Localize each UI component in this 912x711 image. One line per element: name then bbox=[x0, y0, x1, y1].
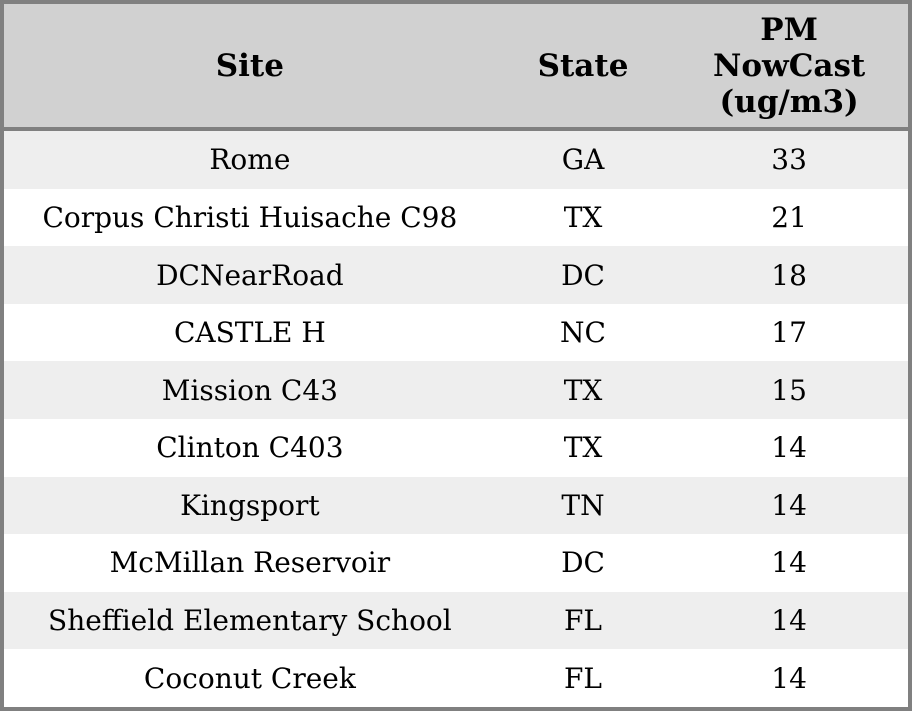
state-cell: TX bbox=[563, 431, 603, 465]
site-cell: Corpus Christi Huisache C98 bbox=[42, 200, 458, 234]
pm-cell: 15 bbox=[771, 373, 807, 407]
site-cell: CASTLE H bbox=[173, 316, 326, 350]
table-row: CASTLE H NC 17 bbox=[4, 303, 908, 362]
header-row: Site State PM NowCast (ug/m3) bbox=[4, 4, 908, 131]
state-cell: DC bbox=[561, 258, 605, 292]
pm-cell: 14 bbox=[771, 431, 807, 465]
pm-cell: 33 bbox=[771, 143, 807, 177]
pm-header-line-3: (ug/m3) bbox=[719, 83, 859, 120]
site-cell: Coconut Creek bbox=[143, 661, 356, 695]
table-row: DCNearRoad DC 18 bbox=[4, 246, 908, 304]
pm-header-line-1: PM bbox=[760, 11, 818, 48]
table-row: Coconut Creek FL 14 bbox=[4, 649, 908, 707]
pm-cell: 14 bbox=[771, 604, 807, 638]
site-cell: Rome bbox=[209, 143, 291, 177]
pm-nowcast-column-header: PM NowCast (ug/m3) bbox=[670, 4, 908, 131]
state-cell: GA bbox=[561, 143, 605, 177]
site-column-header: Site bbox=[4, 4, 496, 131]
table-row: Mission C43 TX 15 bbox=[4, 361, 908, 419]
state-header-label: State bbox=[537, 47, 629, 84]
pm-cell: 14 bbox=[771, 546, 807, 580]
state-cell: TX bbox=[563, 373, 603, 407]
pm-header-line-2: NowCast bbox=[713, 47, 866, 84]
table-row: McMillan Reservoir DC 14 bbox=[4, 534, 908, 592]
pm-cell: 14 bbox=[771, 661, 807, 695]
state-cell: DC bbox=[561, 546, 605, 580]
pm-cell: 18 bbox=[771, 258, 807, 292]
site-cell: Kingsport bbox=[180, 488, 320, 522]
state-cell: TX bbox=[563, 200, 603, 234]
state-column-header: State bbox=[495, 4, 671, 131]
pm-cell: 17 bbox=[771, 316, 807, 350]
state-cell: FL bbox=[563, 604, 603, 638]
table-row: Sheffield Elementary School FL 14 bbox=[4, 591, 908, 650]
table-row: Corpus Christi Huisache C98 TX 21 bbox=[4, 188, 908, 247]
pm-cell: 21 bbox=[771, 200, 807, 234]
table-row: Rome GA 33 bbox=[4, 129, 908, 189]
site-cell: DCNearRoad bbox=[156, 258, 344, 292]
site-cell: Clinton C403 bbox=[156, 431, 344, 465]
site-cell: Sheffield Elementary School bbox=[48, 604, 452, 638]
table-row: Clinton C403 TX 14 bbox=[4, 418, 908, 477]
state-cell: TN bbox=[561, 488, 605, 522]
site-cell: Mission C43 bbox=[161, 373, 338, 407]
pm-cell: 14 bbox=[771, 488, 807, 522]
table-header: Site State PM NowCast (ug/m3) bbox=[4, 4, 908, 131]
pm-nowcast-table: Site State PM NowCast (ug/m3) Rome GA 33… bbox=[4, 4, 908, 707]
state-cell: NC bbox=[560, 316, 606, 350]
state-cell: FL bbox=[563, 661, 603, 695]
site-cell: McMillan Reservoir bbox=[109, 546, 391, 580]
table-row: Kingsport TN 14 bbox=[4, 476, 908, 535]
site-header-label: Site bbox=[215, 47, 284, 84]
table-body: Rome GA 33 Corpus Christi Huisache C98 T… bbox=[4, 129, 908, 707]
